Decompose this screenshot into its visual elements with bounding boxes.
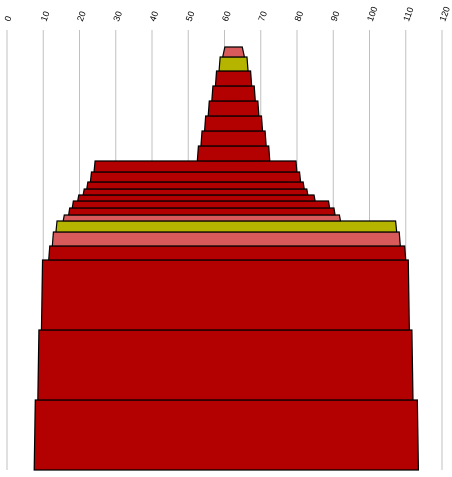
- layer-band: [62, 214, 342, 222]
- layer-band: [203, 115, 264, 132]
- layer-band: [93, 160, 298, 173]
- x-tick-label: 80: [292, 10, 305, 23]
- x-tick-label: 20: [75, 10, 88, 23]
- x-tick-label: 0: [2, 15, 13, 23]
- layer-band: [200, 130, 267, 147]
- layer-band: [48, 245, 407, 261]
- x-tick-label: 40: [147, 10, 160, 23]
- layer-band: [55, 220, 398, 233]
- layer-band: [40, 259, 410, 331]
- layer-band: [51, 231, 401, 247]
- layer-band: [221, 46, 246, 58]
- layer-band: [76, 194, 316, 202]
- x-tick-label: 60: [220, 10, 233, 23]
- layer-band: [82, 188, 309, 196]
- x-tick-label: 100: [365, 5, 380, 23]
- layer-band: [67, 207, 336, 216]
- x-tick-labels: 0 10 20 30 40 50 60 70 80 90 100 110 120: [2, 5, 452, 23]
- x-tick-label: 70: [256, 10, 269, 23]
- layer-band: [33, 399, 420, 471]
- layer-band: [37, 329, 414, 401]
- x-tick-label: 110: [401, 6, 415, 23]
- layer-band: [196, 145, 271, 162]
- x-tick-label: 90: [329, 10, 342, 23]
- layer-band: [211, 85, 256, 102]
- layer-band: [214, 70, 253, 87]
- layer-band: [86, 181, 305, 190]
- layer-stack: [33, 46, 420, 471]
- layer-band: [71, 200, 331, 209]
- layer-band: [89, 171, 302, 183]
- x-tick-label: 10: [39, 10, 52, 23]
- x-tick-label: 120: [437, 5, 452, 23]
- x-tick-label: 30: [111, 10, 124, 23]
- x-tick-label: 50: [184, 10, 197, 23]
- layer-band: [207, 100, 260, 117]
- layer-band: [218, 56, 249, 72]
